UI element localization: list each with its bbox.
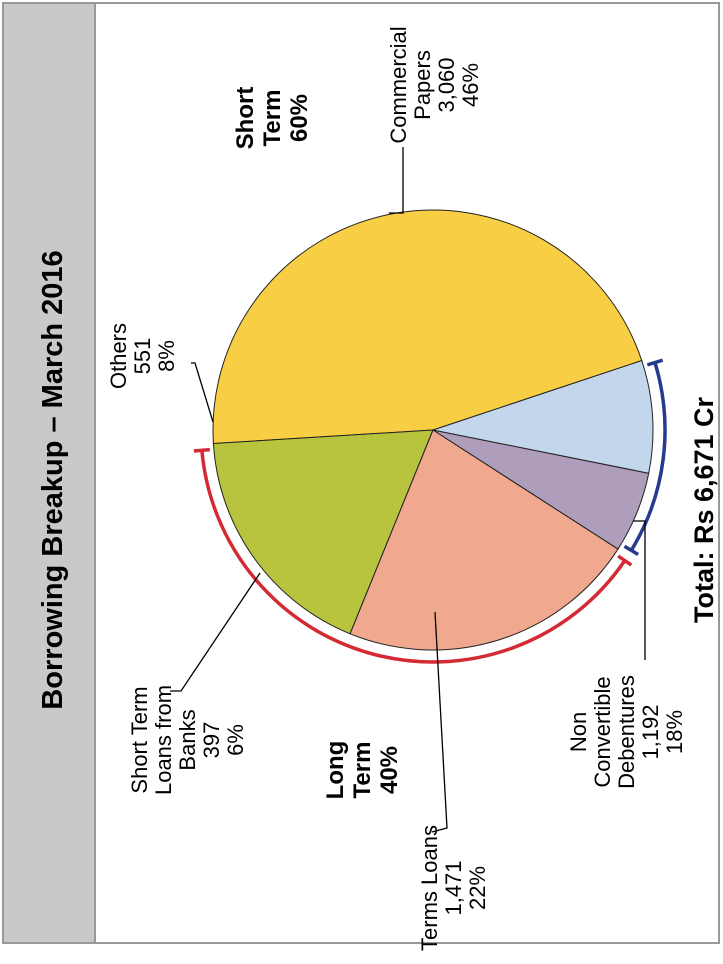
slice-label-2-line-0: Terms Loans (417, 825, 442, 951)
slice-label-0-line-0: Commercial (386, 26, 411, 143)
slice-label-1-line-1: Convertible (590, 676, 615, 787)
long-term-label-line-0: Long (322, 741, 349, 800)
slice-label-1-line-3: 1,192 (638, 704, 663, 759)
long-term-label: LongTerm40% (322, 741, 403, 800)
long-term-label-line-1: Term (349, 742, 376, 799)
short-term-label-line-2: 60% (286, 94, 313, 142)
leader-line-1 (633, 520, 646, 660)
leader-line-3 (170, 572, 261, 692)
pie-slice-2 (349, 429, 619, 651)
short-term-arc (629, 362, 667, 552)
chart-title: Borrowing Breakup – March 2016 (37, 250, 69, 709)
slice-label-4-line-1: 551 (130, 338, 155, 375)
short-term-arc-tick-0 (623, 544, 640, 557)
pie-slice-4 (431, 359, 654, 474)
slice-label-0: CommercialPapers3,06046% (386, 26, 483, 143)
slice-label-2-line-2: 22% (465, 866, 490, 910)
slice-label-1-line-2: Debentures (614, 675, 639, 789)
slice-label-1: NonConvertibleDebentures1,19218% (566, 675, 687, 789)
slice-label-3-line-0: Short Term (127, 686, 152, 793)
short-term-arc-tick-1 (646, 358, 664, 367)
long-term-arc-tick-1 (617, 554, 633, 567)
short-term-label-line-0: Short (232, 87, 259, 150)
total-label: Total: Rs 6,671 Cr (689, 396, 719, 623)
slice-label-2-line-1: 1,471 (441, 860, 466, 915)
title-bar (2, 2, 96, 944)
long-term-arc (200, 450, 627, 664)
slice-label-0-line-3: 46% (458, 63, 483, 107)
short-term-label-line-1: Term (259, 90, 286, 147)
slice-label-4: Others5518% (106, 323, 179, 389)
slice-label-3-line-3: 397 (199, 722, 224, 759)
leader-line-0 (388, 147, 404, 214)
short-term-label: ShortTerm60% (232, 87, 313, 150)
long-term-arc-tick-0 (193, 447, 211, 453)
slice-label-3-line-2: Banks (175, 709, 200, 770)
slice-label-3-line-1: Loans from (151, 685, 176, 795)
slice-label-1-line-4: 18% (662, 710, 687, 754)
slice-label-3-line-4: 6% (223, 724, 248, 756)
long-term-label-line-2: 40% (376, 746, 403, 794)
pie-slice-1 (212, 429, 434, 635)
slice-label-2: Terms Loans1,47122% (417, 825, 490, 951)
slice-label-1-line-0: Non (566, 712, 591, 752)
slice-label-0-line-1: Papers (410, 50, 435, 120)
leader-line-2 (431, 611, 448, 833)
slice-label-4-line-2: 8% (154, 340, 179, 372)
pie-slice-0 (212, 209, 643, 445)
leader-line-4 (191, 362, 214, 423)
slice-label-0-line-2: 3,060 (434, 57, 459, 112)
slice-label-4-line-0: Others (106, 323, 131, 389)
slice-label-3: Short TermLoans fromBanks3976% (127, 685, 248, 795)
